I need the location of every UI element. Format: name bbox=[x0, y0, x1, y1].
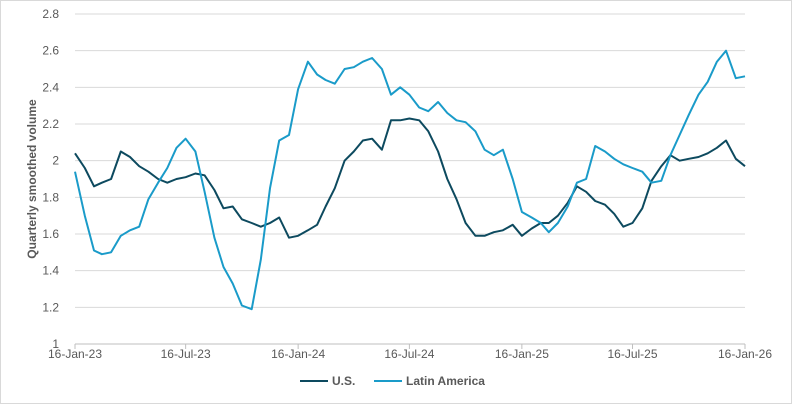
legend: U.S. Latin America bbox=[300, 374, 485, 388]
y-tick-label: 1.6 bbox=[42, 227, 59, 241]
x-tick-labels: 16-Jan-23 16-Jul-23 16-Jan-24 16-Jul-24 16-J… bbox=[48, 344, 772, 361]
y-tick-label: 1.8 bbox=[42, 190, 59, 204]
series-line-us bbox=[74, 117, 746, 239]
y-tick-label: 1.4 bbox=[42, 264, 59, 278]
legend-label: Latin America bbox=[406, 374, 485, 388]
series-line-latin-america bbox=[74, 49, 746, 311]
x-tick-label: 16-Jan-24 bbox=[271, 347, 325, 361]
y-axis-title: Quarterly smoothed volume bbox=[25, 99, 39, 259]
y-tick-label: 2.8 bbox=[42, 7, 59, 21]
y-tick-label: 2 bbox=[52, 154, 59, 168]
x-tick-label: 16-Jul-25 bbox=[608, 347, 658, 361]
y-tick-label: 2.2 bbox=[42, 117, 59, 131]
y-tick-label: 1 bbox=[52, 337, 59, 351]
x-tick-label: 16-Jan-25 bbox=[495, 347, 549, 361]
x-tick-label: 16-Jul-23 bbox=[161, 347, 211, 361]
series-lines bbox=[74, 49, 746, 311]
y-tick-labels: 1 1.2 1.4 1.6 1.8 2 2.2 2.4 2.6 2.8 bbox=[42, 7, 59, 351]
x-tick-label: 16-Jan-23 bbox=[48, 347, 102, 361]
legend-label: U.S. bbox=[332, 374, 355, 388]
y-tick-label: 1.2 bbox=[42, 300, 59, 314]
gridlines bbox=[75, 13, 745, 345]
x-tick-label: 16-Jan-26 bbox=[718, 347, 772, 361]
x-tick-label: 16-Jul-24 bbox=[384, 347, 434, 361]
y-tick-label: 2.4 bbox=[42, 80, 59, 94]
y-tick-label: 2.6 bbox=[42, 44, 59, 58]
